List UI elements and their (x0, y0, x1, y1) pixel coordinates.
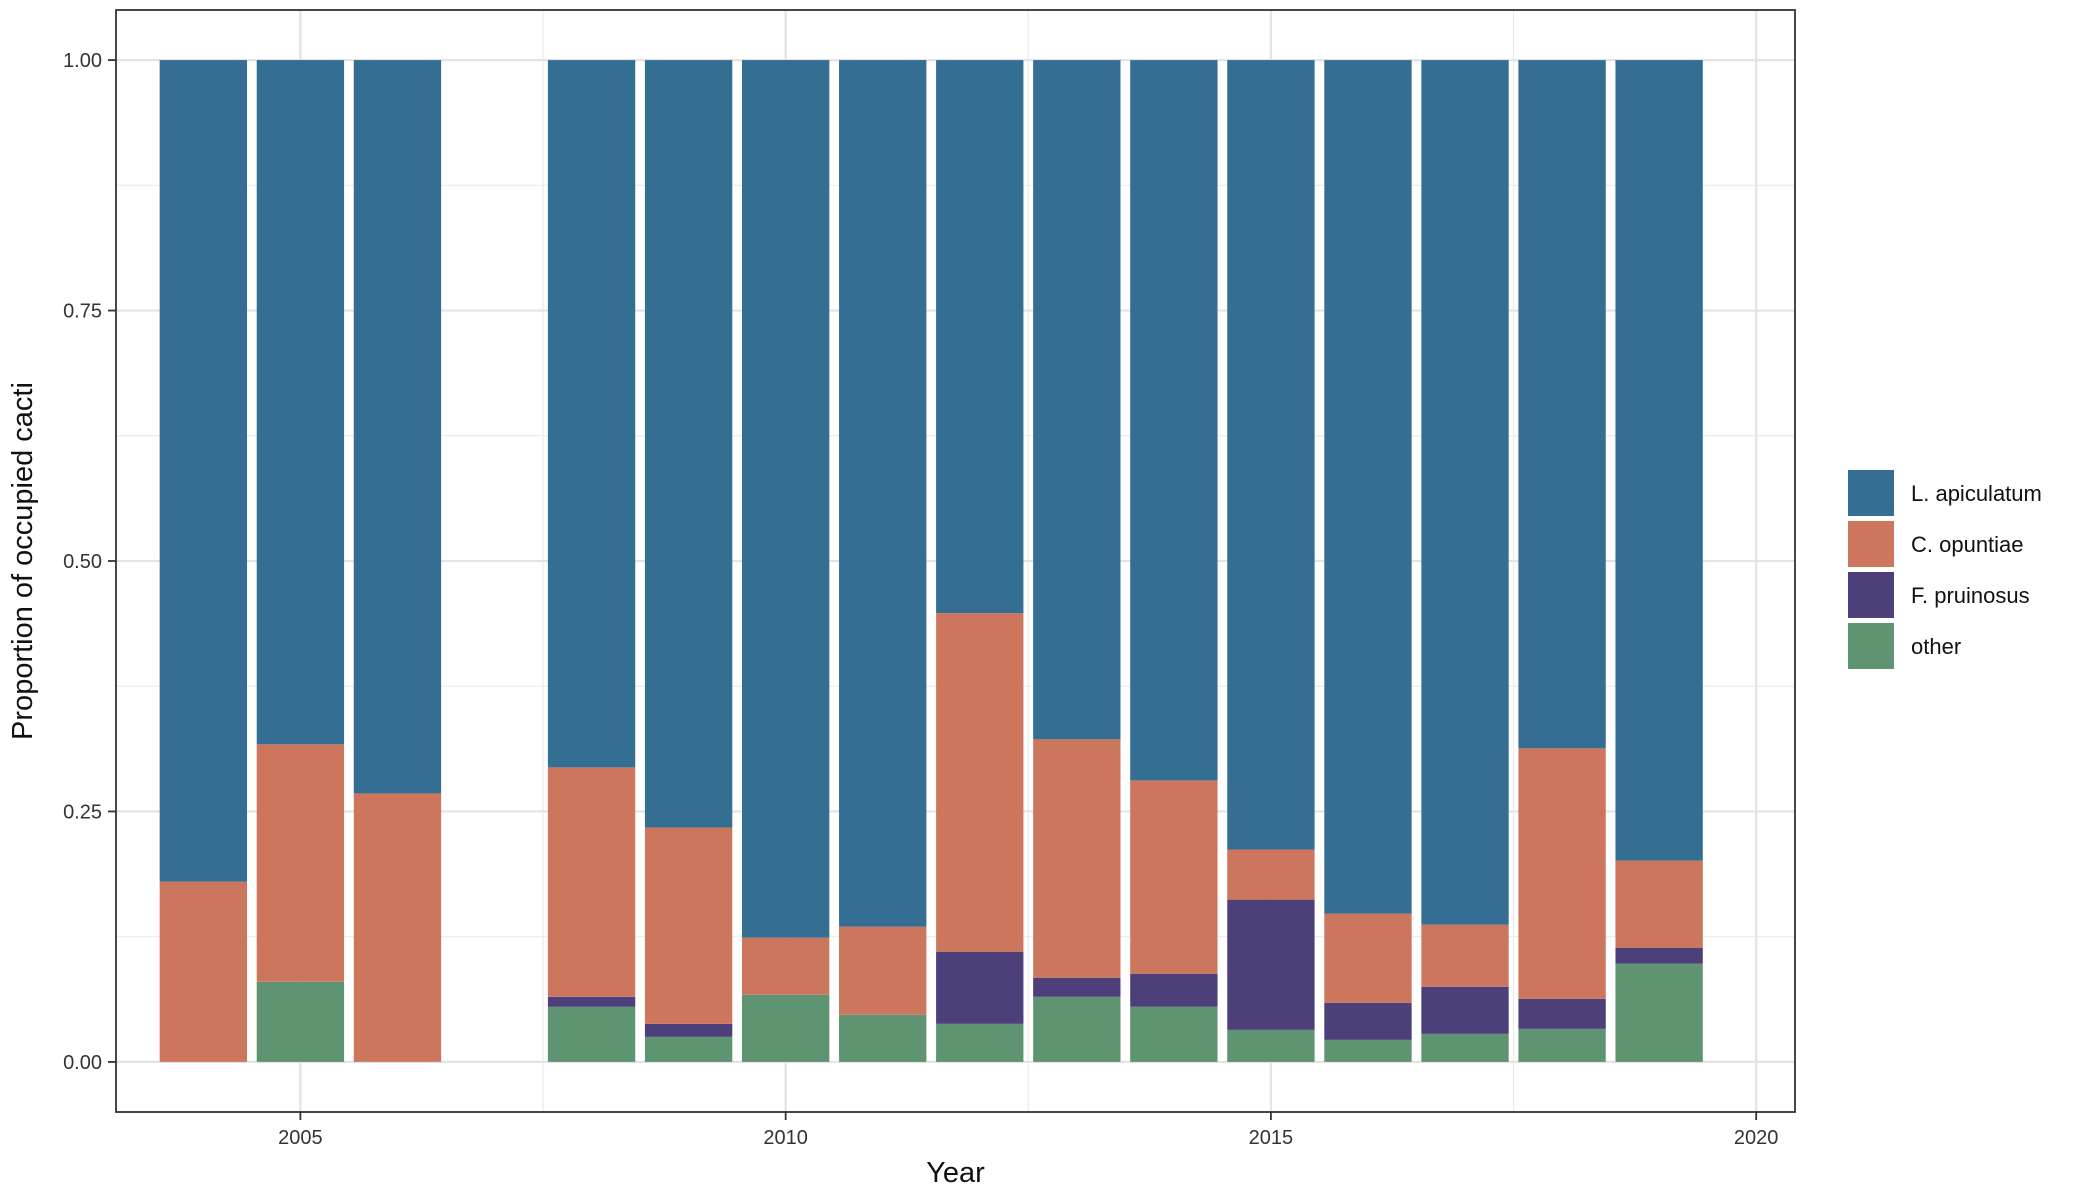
bar-segment-2012-l-apiculatum (936, 60, 1024, 614)
bar-segment-2008-other (547, 1006, 636, 1062)
bar-segment-2017-other (1421, 1033, 1509, 1062)
y-tick-label: 0.00 (63, 1052, 102, 1074)
bar-segment-2014-l-apiculatum (1130, 60, 1218, 781)
bar-segment-2005-other (256, 981, 345, 1062)
bar-segment-2012-c-opuntiae (936, 613, 1024, 952)
bar-segment-2011-c-opuntiae (839, 926, 927, 1015)
bar-segment-2016-l-apiculatum (1324, 60, 1412, 914)
bar-segment-2008-f-pruinosus (547, 996, 636, 1007)
bar-segment-2013-f-pruinosus (1033, 977, 1121, 997)
y-tick-label: 0.50 (63, 551, 102, 573)
bar-segment-2018-l-apiculatum (1518, 60, 1606, 749)
bar-segment-2018-other (1518, 1028, 1606, 1062)
bar-segment-2019-other (1615, 963, 1703, 1062)
y-tick-label: 0.25 (63, 801, 102, 823)
bar-segment-2011-l-apiculatum (839, 60, 927, 927)
bar-segment-2015-l-apiculatum (1227, 60, 1315, 850)
x-tick-label: 2015 (1249, 1127, 1294, 1149)
bar-segment-2014-f-pruinosus (1130, 973, 1218, 1007)
x-tick-label: 2005 (278, 1127, 323, 1149)
bar-segment-2013-l-apiculatum (1033, 60, 1121, 740)
bar-segment-2010-other (741, 994, 830, 1062)
bar-segment-2016-c-opuntiae (1324, 913, 1412, 1003)
bar-segment-2015-c-opuntiae (1227, 849, 1315, 900)
bar-segment-2006-l-apiculatum (353, 60, 442, 794)
bar-segment-2004-l-apiculatum (159, 60, 248, 882)
bar-segment-2017-c-opuntiae (1421, 924, 1509, 987)
bar-segment-2005-c-opuntiae (256, 744, 345, 982)
bar-segment-2015-f-pruinosus (1227, 899, 1315, 1030)
bar-segment-2014-c-opuntiae (1130, 780, 1218, 974)
bar-segment-2017-f-pruinosus (1421, 986, 1509, 1034)
bar-segment-2017-l-apiculatum (1421, 60, 1509, 925)
bar-segment-2019-c-opuntiae (1615, 860, 1703, 948)
y-tick-label: 0.75 (63, 301, 102, 323)
y-axis-title: Proportion of occupied cacti (7, 382, 39, 740)
bar-segment-2009-l-apiculatum (644, 60, 733, 828)
bar-segment-2015-other (1227, 1029, 1315, 1062)
bar-segment-2018-c-opuntiae (1518, 748, 1606, 999)
bar-segment-2016-f-pruinosus (1324, 1002, 1412, 1040)
legend-label: L. apiculatum (1911, 481, 2042, 506)
legend-label: F. pruinosus (1911, 583, 2030, 608)
bar-segment-2013-other (1033, 996, 1121, 1062)
legend-swatch (1848, 470, 1894, 516)
legend-swatch (1848, 572, 1894, 618)
bar-segment-2010-c-opuntiae (741, 937, 830, 995)
legend-label: other (1911, 634, 1961, 659)
bar-segment-2011-other (839, 1014, 927, 1062)
bar-segment-2009-f-pruinosus (644, 1023, 733, 1037)
legend-label: C. opuntiae (1911, 532, 2024, 557)
bar-segment-2014-other (1130, 1006, 1218, 1062)
bar-segment-2019-l-apiculatum (1615, 60, 1703, 861)
y-axis: 0.00 0.25 0.50 0.75 1.00 (63, 50, 116, 1074)
bar-segment-2004-c-opuntiae (159, 881, 248, 1062)
bar-segment-2018-f-pruinosus (1518, 998, 1606, 1029)
bar-segment-2012-f-pruinosus (936, 951, 1024, 1024)
x-tick-label: 2010 (763, 1127, 808, 1149)
bar-segment-2009-other (644, 1036, 733, 1062)
x-tick-label: 2020 (1734, 1127, 1779, 1149)
bar-segment-2009-c-opuntiae (644, 827, 733, 1024)
bar-segment-2008-c-opuntiae (547, 767, 636, 997)
bar-segment-2008-l-apiculatum (547, 60, 636, 768)
bar-segment-2006-c-opuntiae (353, 793, 442, 1062)
bar-segment-2016-other (1324, 1039, 1412, 1062)
legend-swatch (1848, 623, 1894, 669)
y-tick-label: 1.00 (63, 50, 102, 72)
x-axis-title: Year (926, 1157, 985, 1189)
bar-segment-2010-l-apiculatum (741, 60, 830, 938)
bars (159, 60, 1703, 1062)
bar-segment-2012-other (936, 1023, 1024, 1062)
bar-segment-2005-l-apiculatum (256, 60, 345, 745)
legend: L. apiculatum C. opuntiae F. pruinosus othe… (1848, 470, 2042, 669)
legend-swatch (1848, 521, 1894, 567)
bar-segment-2019-f-pruinosus (1615, 947, 1703, 964)
bar-segment-2013-c-opuntiae (1033, 739, 1121, 978)
x-axis: 2005 2010 2015 2020 (278, 1112, 1778, 1149)
